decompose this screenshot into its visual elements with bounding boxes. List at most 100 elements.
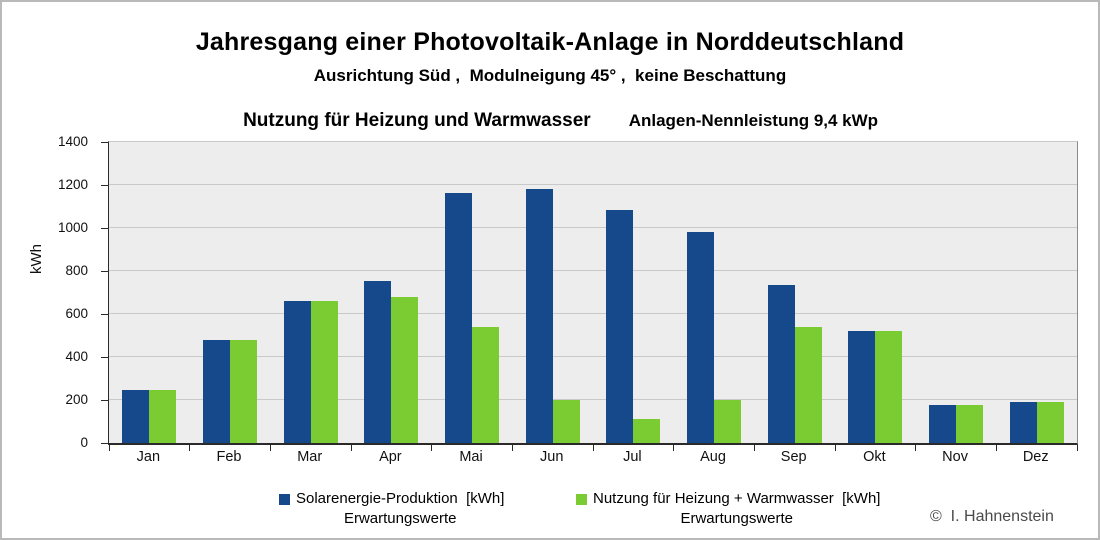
y-tick-label-200: 200 xyxy=(65,392,88,408)
bar-group-feb xyxy=(190,142,271,443)
bar-group-dez xyxy=(996,142,1077,443)
gridline-200 xyxy=(109,399,1077,400)
bar-production-nov xyxy=(929,405,957,443)
bar-usage-okt xyxy=(875,331,903,443)
bar-group-jun xyxy=(512,142,593,443)
x-label-feb: Feb xyxy=(216,449,242,465)
y-tick-label-400: 400 xyxy=(65,349,88,365)
bar-usage-apr xyxy=(391,296,419,443)
y-tick-1000 xyxy=(101,227,108,229)
x-tick-11 xyxy=(995,445,997,451)
gridline-400 xyxy=(109,356,1077,357)
bar-group-nov xyxy=(916,142,997,443)
bar-group-mar xyxy=(270,142,351,443)
x-label-aug: Aug xyxy=(700,449,726,465)
x-tick-6 xyxy=(592,445,594,451)
bar-usage-mai xyxy=(472,326,500,443)
bar-production-jun xyxy=(525,189,553,443)
bar-usage-sep xyxy=(794,326,822,443)
bar-group-jan xyxy=(109,142,190,443)
bar-production-jan xyxy=(122,390,150,443)
y-tick-1200 xyxy=(101,184,108,186)
bar-production-dez xyxy=(1009,402,1037,443)
legend-sublabel-usage: Erwartungswerte xyxy=(680,510,793,527)
x-label-mai: Mai xyxy=(459,449,483,465)
x-tick-8 xyxy=(753,445,755,451)
legend-swatch-production xyxy=(279,494,290,505)
gridline-1000 xyxy=(109,227,1077,228)
legend-sublabel-production: Erwartungswerte xyxy=(343,510,457,527)
x-axis-labels: Jan Feb Mar Apr Mai Jun Jul Aug Sep Okt Nov Dez xyxy=(108,449,1076,465)
y-tick-label-1000: 1000 xyxy=(57,220,88,235)
bar-group-apr xyxy=(351,142,432,443)
x-label-mar: Mar xyxy=(297,449,323,465)
x-tick-5 xyxy=(511,445,513,451)
bar-production-mai xyxy=(445,192,473,443)
bar-usage-mar xyxy=(310,301,338,443)
bar-production-aug xyxy=(687,232,715,443)
legend-swatch-usage xyxy=(576,494,587,505)
x-tick-2 xyxy=(269,445,271,451)
x-label-jul: Jul xyxy=(623,449,642,465)
x-tick-9 xyxy=(834,445,836,451)
x-tick-4 xyxy=(431,445,433,451)
gridline-1200 xyxy=(109,184,1077,185)
bar-usage-nov xyxy=(956,405,984,443)
y-tick-0 xyxy=(101,442,108,444)
bar-usage-aug xyxy=(714,400,742,443)
y-tick-400 xyxy=(101,356,108,358)
bar-production-sep xyxy=(767,284,795,443)
x-label-apr: Apr xyxy=(379,449,402,465)
bar-usage-jun xyxy=(552,400,580,443)
bar-usage-dez xyxy=(1036,402,1064,443)
legend-label-usage: Nutzung für Heizung + Warmwasser [kWh] xyxy=(593,490,881,507)
chart-subtitle-2-left: Nutzung für Heizung und Warmwasser xyxy=(243,110,591,131)
legend-entry-usage: Nutzung für Heizung + Warmwasser [kWh] E… xyxy=(576,490,880,527)
chart-title: Jahresgang einer Photovoltaik-Anlage in … xyxy=(195,28,905,56)
legend-label-production: Solarenergie-Produktion [kWh] xyxy=(296,490,505,507)
y-tick-label-1200: 1200 xyxy=(57,177,88,192)
plot-area xyxy=(101,141,1078,451)
x-label-dez: Dez xyxy=(1022,449,1049,465)
y-tick-label-1400: 1400 xyxy=(57,134,88,149)
x-tick-12 xyxy=(1076,445,1078,451)
bar-group-jul xyxy=(593,142,674,443)
x-label-sep: Sep xyxy=(780,449,807,465)
y-axis-title: kWh xyxy=(28,244,45,274)
chart-subtitle-1: Ausrichtung Süd , Modulneigung 45° , kei… xyxy=(313,66,787,85)
bar-production-feb xyxy=(203,339,230,443)
bar-usage-jul xyxy=(633,419,661,443)
bar-production-okt xyxy=(848,331,876,443)
x-tick-10 xyxy=(915,445,917,451)
bar-production-jul xyxy=(606,209,634,443)
y-tick-label-800: 800 xyxy=(65,263,88,279)
bar-production-apr xyxy=(364,280,392,443)
bar-usage-feb xyxy=(230,339,257,443)
bars-row xyxy=(109,142,1077,443)
legend-text-production: Solarenergie-Produktion [kWh] Erwartungs… xyxy=(296,490,504,527)
y-tick-1400 xyxy=(101,141,108,143)
legend-text-usage: Nutzung für Heizung + Warmwasser [kWh] E… xyxy=(593,490,880,527)
y-axis-labels: 0 200 400 600 800 1000 1200 1400 xyxy=(50,134,100,450)
x-label-nov: Nov xyxy=(942,449,968,465)
x-tick-0 xyxy=(108,445,110,451)
y-tick-800 xyxy=(101,270,108,272)
copyright-credit: © I. Hahnenstein xyxy=(930,508,1054,525)
chart-subtitle-2: Nutzung für Heizung und Warmwasser Anlage… xyxy=(2,88,1098,154)
y-tick-200 xyxy=(101,399,108,401)
chart-subtitle-2-right: Anlagen-Nennleistung 9,4 kWp xyxy=(628,111,879,130)
gridline-800 xyxy=(109,270,1077,271)
legend-entry-production: Solarenergie-Produktion [kWh] Erwartungs… xyxy=(279,490,504,527)
bar-group-sep xyxy=(754,142,835,443)
y-tick-600 xyxy=(101,313,108,315)
x-tick-1 xyxy=(189,445,191,451)
bar-group-mai xyxy=(432,142,513,443)
gridline-600 xyxy=(109,313,1077,314)
bar-group-okt xyxy=(835,142,916,443)
x-label-jan: Jan xyxy=(136,449,161,465)
y-tick-label-600: 600 xyxy=(65,306,88,321)
bar-production-mar xyxy=(283,301,311,443)
bar-usage-jan xyxy=(149,390,177,443)
x-label-okt: Okt xyxy=(863,449,886,465)
